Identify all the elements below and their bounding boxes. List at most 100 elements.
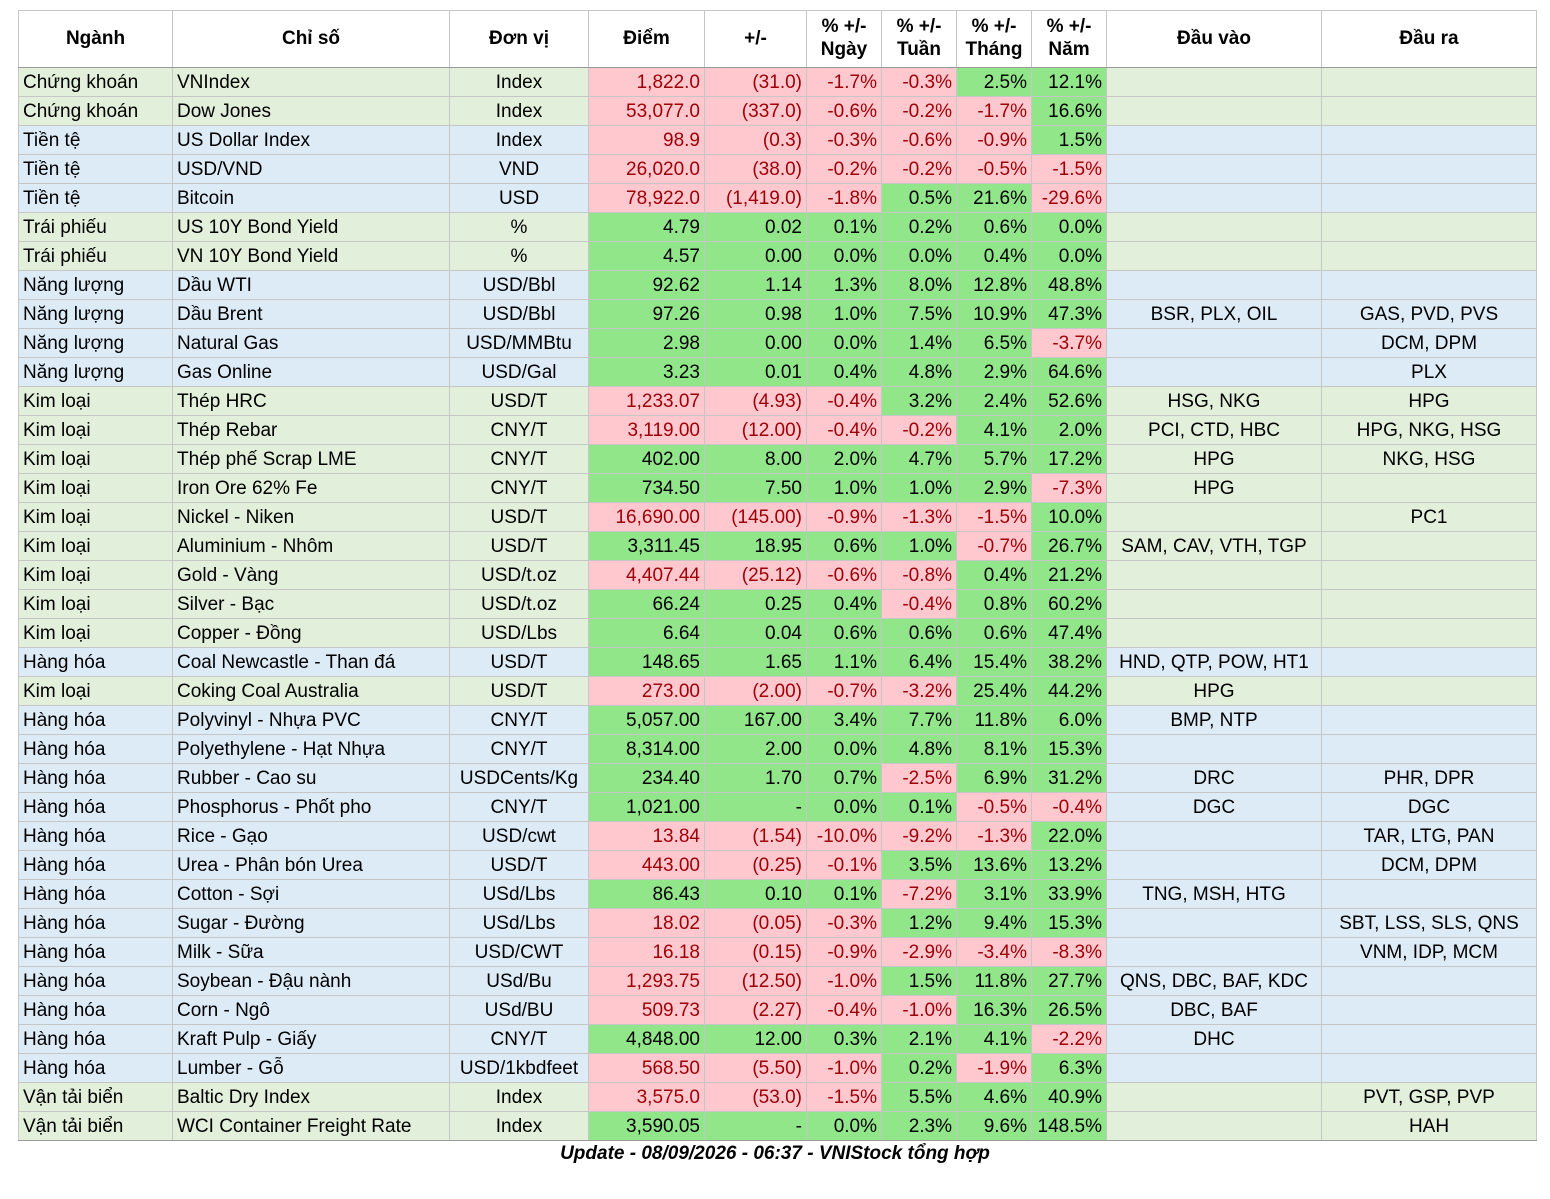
cell-input-tickers[interactable] (1106, 937, 1322, 967)
cell-pct-week[interactable]: -0.3% (881, 67, 957, 97)
cell-sector[interactable]: Hàng hóa (18, 763, 173, 793)
cell-sector[interactable]: Tiền tệ (18, 125, 173, 155)
cell-pct-day[interactable]: 0.0% (806, 241, 882, 271)
cell-index-name[interactable]: Rice - Gạo (172, 821, 450, 851)
cell-input-tickers[interactable]: SAM, CAV, VTH, TGP (1106, 531, 1322, 561)
cell-input-tickers[interactable] (1106, 821, 1322, 851)
cell-index-name[interactable]: Thép phế Scrap LME (172, 444, 450, 474)
cell-unit[interactable]: USD/t.oz (449, 589, 589, 619)
cell-index-name[interactable]: Silver - Bạc (172, 589, 450, 619)
cell-index-name[interactable]: Copper - Đồng (172, 618, 450, 648)
cell-pct-day[interactable]: 1.0% (806, 299, 882, 329)
cell-pct-month[interactable]: 10.9% (956, 299, 1032, 329)
cell-point[interactable]: 6.64 (588, 618, 705, 648)
cell-pct-month[interactable]: 6.5% (956, 328, 1032, 358)
header-pct-week[interactable]: % +/- Tuần (881, 10, 957, 68)
cell-pct-month[interactable]: 13.6% (956, 850, 1032, 880)
cell-point[interactable]: 98.9 (588, 125, 705, 155)
cell-point[interactable]: 234.40 (588, 763, 705, 793)
cell-unit[interactable]: Index (449, 1111, 589, 1141)
cell-input-tickers[interactable]: HPG (1106, 473, 1322, 503)
cell-pct-month[interactable]: 8.1% (956, 734, 1032, 764)
cell-input-tickers[interactable] (1106, 183, 1322, 213)
cell-pct-week[interactable]: 0.5% (881, 183, 957, 213)
cell-pct-week[interactable]: -2.5% (881, 763, 957, 793)
cell-input-tickers[interactable]: DHC (1106, 1024, 1322, 1054)
cell-sector[interactable]: Hàng hóa (18, 792, 173, 822)
cell-pct-year[interactable]: -8.3% (1031, 937, 1107, 967)
cell-output-tickers[interactable]: GAS, PVD, PVS (1321, 299, 1537, 329)
cell-index-name[interactable]: Polyvinyl - Nhựa PVC (172, 705, 450, 735)
cell-output-tickers[interactable] (1321, 647, 1537, 677)
cell-pct-week[interactable]: 0.2% (881, 1053, 957, 1083)
cell-pct-year[interactable]: 6.3% (1031, 1053, 1107, 1083)
cell-point[interactable]: 4.57 (588, 241, 705, 271)
cell-change[interactable]: 0.01 (704, 357, 807, 387)
cell-sector[interactable]: Kim loại (18, 473, 173, 503)
cell-input-tickers[interactable] (1106, 241, 1322, 271)
cell-index-name[interactable]: Aluminium - Nhôm (172, 531, 450, 561)
cell-index-name[interactable]: WCI Container Freight Rate (172, 1111, 450, 1141)
cell-point[interactable]: 92.62 (588, 270, 705, 300)
cell-input-tickers[interactable] (1106, 154, 1322, 184)
cell-unit[interactable]: % (449, 241, 589, 271)
cell-unit[interactable]: USD/Lbs (449, 618, 589, 648)
cell-unit[interactable]: CNY/T (449, 792, 589, 822)
cell-change[interactable]: 8.00 (704, 444, 807, 474)
cell-pct-day[interactable]: -1.7% (806, 67, 882, 97)
cell-index-name[interactable]: Gold - Vàng (172, 560, 450, 590)
cell-index-name[interactable]: Nickel - Niken (172, 502, 450, 532)
cell-point[interactable]: 5,057.00 (588, 705, 705, 735)
cell-unit[interactable]: Index (449, 96, 589, 126)
cell-output-tickers[interactable] (1321, 734, 1537, 764)
cell-index-name[interactable]: Lumber - Gỗ (172, 1053, 450, 1083)
cell-pct-year[interactable]: 47.4% (1031, 618, 1107, 648)
cell-output-tickers[interactable] (1321, 879, 1537, 909)
cell-pct-month[interactable]: 4.6% (956, 1082, 1032, 1112)
cell-output-tickers[interactable] (1321, 212, 1537, 242)
cell-output-tickers[interactable] (1321, 183, 1537, 213)
cell-pct-week[interactable]: 0.6% (881, 618, 957, 648)
cell-pct-week[interactable]: 1.5% (881, 966, 957, 996)
cell-change[interactable]: - (704, 792, 807, 822)
cell-pct-year[interactable]: 2.0% (1031, 415, 1107, 445)
cell-input-tickers[interactable] (1106, 1053, 1322, 1083)
cell-pct-month[interactable]: 25.4% (956, 676, 1032, 706)
cell-unit[interactable]: CNY/T (449, 473, 589, 503)
cell-input-tickers[interactable] (1106, 850, 1322, 880)
cell-unit[interactable]: USD/MMBtu (449, 328, 589, 358)
cell-point[interactable]: 1,293.75 (588, 966, 705, 996)
cell-point[interactable]: 4,848.00 (588, 1024, 705, 1054)
cell-output-tickers[interactable] (1321, 1053, 1537, 1083)
cell-change[interactable]: (4.93) (704, 386, 807, 416)
cell-unit[interactable]: USD/T (449, 531, 589, 561)
cell-pct-week[interactable]: 4.8% (881, 734, 957, 764)
cell-pct-week[interactable]: -0.2% (881, 154, 957, 184)
cell-pct-day[interactable]: 3.4% (806, 705, 882, 735)
cell-output-tickers[interactable]: HPG (1321, 386, 1537, 416)
cell-point[interactable]: 3,575.0 (588, 1082, 705, 1112)
cell-unit[interactable]: USD/T (449, 647, 589, 677)
cell-index-name[interactable]: VNIndex (172, 67, 450, 97)
cell-input-tickers[interactable] (1106, 502, 1322, 532)
cell-pct-year[interactable]: 15.3% (1031, 908, 1107, 938)
cell-unit[interactable]: Index (449, 1082, 589, 1112)
cell-pct-day[interactable]: -0.2% (806, 154, 882, 184)
cell-output-tickers[interactable] (1321, 531, 1537, 561)
cell-pct-month[interactable]: 16.3% (956, 995, 1032, 1025)
cell-output-tickers[interactable]: PC1 (1321, 502, 1537, 532)
cell-point[interactable]: 78,922.0 (588, 183, 705, 213)
cell-pct-month[interactable]: 6.9% (956, 763, 1032, 793)
cell-pct-year[interactable]: 21.2% (1031, 560, 1107, 590)
cell-output-tickers[interactable]: HPG, NKG, HSG (1321, 415, 1537, 445)
cell-change[interactable]: 0.00 (704, 241, 807, 271)
cell-unit[interactable]: USd/Bu (449, 966, 589, 996)
cell-pct-year[interactable]: 10.0% (1031, 502, 1107, 532)
cell-pct-month[interactable]: 0.6% (956, 212, 1032, 242)
header-index[interactable]: Chỉ số (172, 10, 450, 68)
cell-pct-month[interactable]: 0.8% (956, 589, 1032, 619)
cell-pct-month[interactable]: 0.4% (956, 241, 1032, 271)
cell-unit[interactable]: USD/t.oz (449, 560, 589, 590)
cell-sector[interactable]: Kim loại (18, 502, 173, 532)
cell-unit[interactable]: USD/Bbl (449, 299, 589, 329)
